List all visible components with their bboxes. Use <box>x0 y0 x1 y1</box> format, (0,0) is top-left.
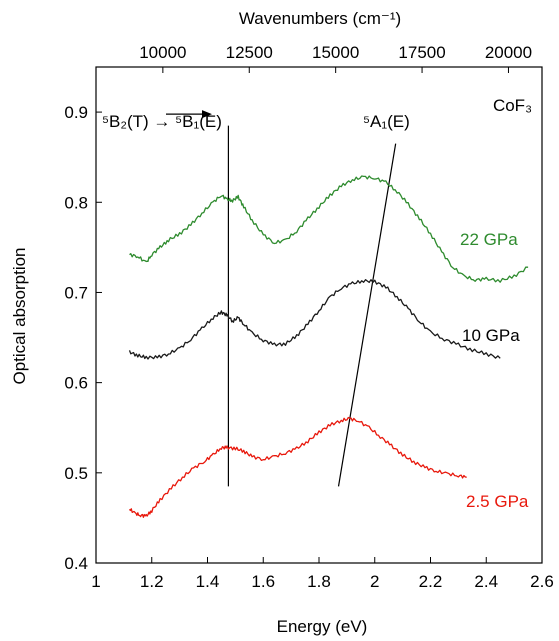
transition-b-label: ⁵B₂(T) → ⁵B₁(E) <box>102 112 222 131</box>
x-tick-label: 2.6 <box>530 572 554 591</box>
y-tick-label: 0.5 <box>64 464 88 483</box>
series-label-22gpa: 22 GPa <box>460 230 518 249</box>
tick-layer: 1 1.2 1.4 1.6 1.8 2 2.2 2.4 2.6 0.4 0.5 0.6 0.7 0.8 0.… <box>64 43 553 591</box>
x-tick-label: 2.2 <box>419 572 443 591</box>
x-tick-label: 1.6 <box>251 572 275 591</box>
top-tick-label: 15000 <box>312 43 359 62</box>
x-tick-label: 1 <box>91 572 100 591</box>
y-tick-label: 0.9 <box>64 103 88 122</box>
top-axis-title: Wavenumbers (cm⁻¹) <box>239 9 401 28</box>
x-tick-label: 1.8 <box>307 572 331 591</box>
series-line-2-5-gpa <box>128 416 467 518</box>
arrow-head-icon <box>202 110 212 119</box>
x-tick-label: 2 <box>370 572 379 591</box>
y-tick-label: 0.4 <box>64 554 88 573</box>
a1-peak-line <box>337 143 397 487</box>
plot-frame <box>95 66 543 564</box>
series-line-22-gpa <box>129 175 529 283</box>
guide-line-layer <box>166 110 397 487</box>
x-tick-label: 2.4 <box>474 572 498 591</box>
y-tick-label: 0.7 <box>64 283 88 302</box>
series-line-10-gpa <box>128 279 501 360</box>
series-label-25gpa: 2.5 GPa <box>466 492 529 511</box>
plot-area <box>95 66 543 564</box>
series-layer <box>128 175 529 518</box>
x-tick-label: 1.4 <box>196 572 220 591</box>
y-tick-label: 0.8 <box>64 193 88 212</box>
top-tick-label: 17500 <box>398 43 445 62</box>
y-tick-label: 0.6 <box>64 374 88 393</box>
y-axis-title: Optical absorption <box>10 247 29 384</box>
compound-label: CoF₃ <box>493 96 532 115</box>
series-label-10gpa: 10 GPa <box>462 326 520 345</box>
top-tick-label: 20000 <box>485 43 532 62</box>
top-tick-label: 10000 <box>139 43 186 62</box>
x-axis-title: Energy (eV) <box>277 617 368 636</box>
x-tick-label: 1.2 <box>140 572 164 591</box>
top-tick-label: 12500 <box>226 43 273 62</box>
transition-a-label: ⁵A₁(E) <box>363 112 410 131</box>
